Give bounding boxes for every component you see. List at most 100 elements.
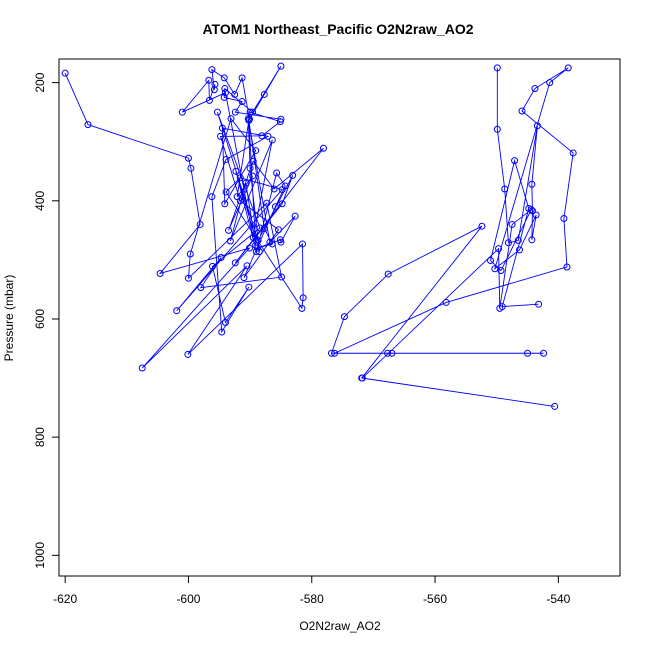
data-point xyxy=(243,262,251,270)
data-point xyxy=(231,259,239,267)
series-1 xyxy=(61,62,327,372)
data-point xyxy=(225,226,233,234)
data-point xyxy=(226,237,234,245)
data-point xyxy=(298,304,306,312)
data-point xyxy=(299,294,307,302)
data-point xyxy=(511,157,519,165)
data-point xyxy=(495,245,503,253)
data-point xyxy=(340,313,348,321)
data-point xyxy=(218,328,226,336)
series-layer xyxy=(61,62,577,410)
x-tick-label: -560 xyxy=(423,592,447,606)
data-point xyxy=(528,207,536,215)
data-point xyxy=(221,200,229,208)
data-point xyxy=(268,240,276,248)
data-point xyxy=(221,85,229,93)
data-point xyxy=(61,69,69,77)
data-point xyxy=(281,182,289,190)
data-point xyxy=(246,164,254,172)
data-point xyxy=(236,197,244,205)
data-point xyxy=(255,248,263,256)
data-point xyxy=(528,236,536,244)
y-tick-label: 400 xyxy=(33,190,47,210)
data-point xyxy=(249,172,257,180)
data-point xyxy=(271,203,279,211)
data-point xyxy=(252,241,260,249)
data-point xyxy=(268,136,276,144)
data-point xyxy=(231,108,239,116)
data-point xyxy=(210,86,218,94)
x-axis: -620 -600 -580 -560 -540 xyxy=(53,576,571,606)
data-point xyxy=(501,185,509,193)
y-tick-label: 1000 xyxy=(33,542,47,569)
data-point xyxy=(277,115,285,123)
data-point xyxy=(245,115,253,123)
data-point xyxy=(240,274,248,282)
data-point xyxy=(531,85,539,93)
data-point xyxy=(231,90,239,98)
data-point xyxy=(270,185,278,193)
data-point xyxy=(221,319,229,327)
data-point xyxy=(245,244,253,252)
data-point xyxy=(205,76,213,84)
data-point xyxy=(491,265,499,273)
data-point xyxy=(218,124,226,132)
data-point xyxy=(156,269,164,277)
data-point xyxy=(227,115,235,123)
data-point xyxy=(178,108,186,116)
data-point xyxy=(221,89,229,97)
data-point xyxy=(173,307,181,315)
data-point xyxy=(205,96,213,104)
data-point xyxy=(442,298,450,306)
data-point xyxy=(217,132,225,140)
data-point xyxy=(186,250,194,258)
data-point xyxy=(535,300,543,308)
data-point xyxy=(278,200,286,208)
data-point xyxy=(249,233,257,241)
data-point xyxy=(514,236,522,244)
data-point xyxy=(184,350,192,358)
data-point xyxy=(533,122,541,130)
data-point xyxy=(263,199,271,207)
data-point xyxy=(187,164,195,172)
data-point xyxy=(299,240,307,248)
x-axis-label: O2N2raw_AO2 xyxy=(299,619,381,633)
data-point xyxy=(260,225,268,233)
data-point xyxy=(84,121,92,129)
data-point xyxy=(569,149,577,157)
data-point xyxy=(551,402,559,410)
data-point xyxy=(291,212,299,220)
data-point xyxy=(478,222,486,230)
data-point xyxy=(508,220,516,228)
data-point xyxy=(246,108,254,116)
y-tick-label: 200 xyxy=(33,72,47,92)
data-point xyxy=(208,193,216,201)
data-point xyxy=(245,283,253,291)
data-point xyxy=(222,155,230,163)
data-point xyxy=(184,274,192,282)
data-point xyxy=(232,167,240,175)
data-point xyxy=(273,169,281,177)
chart-title: ATOM1 Northeast_Pacific O2N2raw_AO2 xyxy=(202,21,473,37)
data-point xyxy=(220,74,228,82)
data-point xyxy=(331,349,339,357)
plot-frame xyxy=(58,58,621,577)
x-tick-label: -540 xyxy=(546,592,570,606)
data-point xyxy=(498,303,506,311)
data-point xyxy=(208,66,216,74)
data-point xyxy=(238,98,246,106)
data-point xyxy=(516,246,524,254)
data-point xyxy=(222,188,230,196)
data-point xyxy=(213,108,221,116)
data-point xyxy=(384,270,392,278)
data-point xyxy=(277,62,285,70)
data-point xyxy=(209,262,216,270)
data-point xyxy=(238,74,246,82)
data-point xyxy=(384,349,392,357)
y-axis-label: Pressure (mbar) xyxy=(2,275,16,362)
data-point xyxy=(274,226,282,234)
data-point xyxy=(493,64,501,72)
data-point xyxy=(138,364,146,372)
data-point xyxy=(532,211,540,219)
